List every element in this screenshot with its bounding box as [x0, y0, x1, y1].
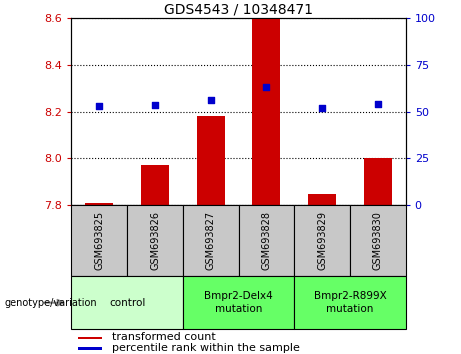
Text: Bmpr2-Delx4
mutation: Bmpr2-Delx4 mutation: [204, 291, 273, 314]
Text: genotype/variation: genotype/variation: [5, 298, 97, 308]
Bar: [183, 276, 294, 329]
Bar: [141, 165, 169, 205]
Bar: [197, 116, 225, 205]
Text: GSM693830: GSM693830: [373, 211, 383, 270]
Bar: [71, 205, 127, 276]
Bar: [85, 203, 113, 205]
Text: GSM693825: GSM693825: [95, 211, 104, 270]
Bar: [71, 276, 183, 329]
Bar: [308, 194, 336, 205]
Text: GSM693827: GSM693827: [206, 211, 216, 270]
Bar: [238, 205, 294, 276]
Bar: [294, 276, 406, 329]
Bar: [364, 158, 392, 205]
Bar: [78, 337, 101, 339]
Text: GSM693826: GSM693826: [150, 211, 160, 270]
Point: [374, 101, 382, 107]
Point: [95, 103, 103, 109]
Title: GDS4543 / 10348471: GDS4543 / 10348471: [164, 2, 313, 17]
Point: [151, 102, 159, 108]
Text: transformed count: transformed count: [112, 332, 215, 342]
Text: percentile rank within the sample: percentile rank within the sample: [112, 343, 300, 353]
Point: [263, 84, 270, 90]
Text: Bmpr2-R899X
mutation: Bmpr2-R899X mutation: [313, 291, 386, 314]
Text: control: control: [109, 298, 145, 308]
Bar: [253, 18, 280, 205]
Bar: [350, 205, 406, 276]
Text: GSM693828: GSM693828: [261, 211, 272, 270]
Point: [319, 105, 326, 111]
Bar: [294, 205, 350, 276]
Text: GSM693829: GSM693829: [317, 211, 327, 270]
Point: [207, 97, 214, 103]
Bar: [183, 205, 238, 276]
Bar: [127, 205, 183, 276]
Bar: [78, 348, 101, 349]
